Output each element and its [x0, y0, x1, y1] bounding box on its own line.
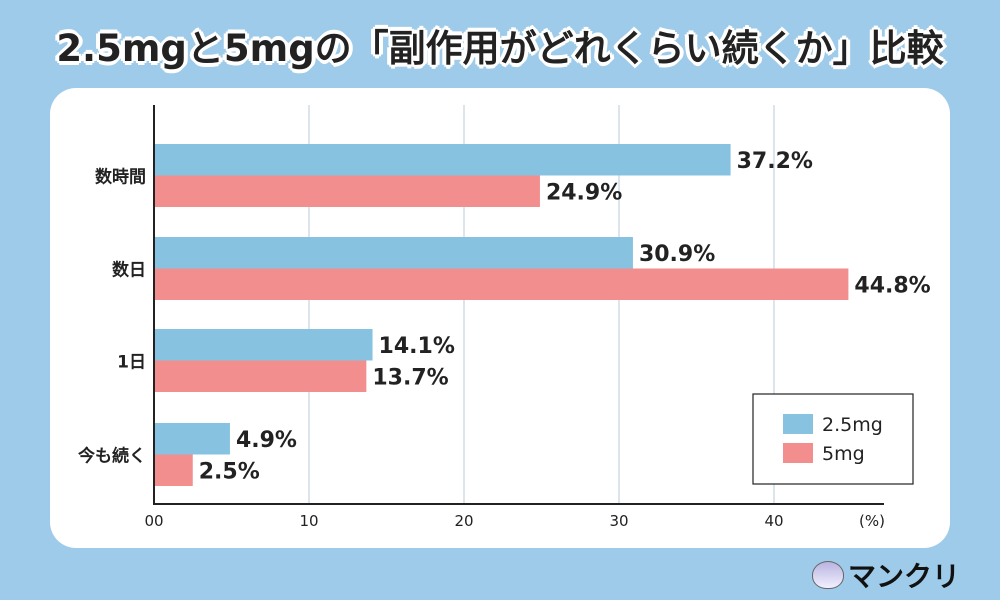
bar-2.5mg — [154, 237, 633, 269]
bar-2.5mg — [154, 144, 731, 176]
x-tick-label: 40 — [764, 512, 783, 530]
legend-label: 2.5mg — [822, 414, 883, 436]
x-tick-label: 00 — [144, 512, 163, 530]
x-unit-label: (%) — [859, 512, 885, 530]
x-tick-label: 20 — [454, 512, 473, 530]
logo: マンクリ — [812, 555, 960, 595]
data-label: 13.7% — [372, 365, 448, 390]
data-label: 30.9% — [639, 242, 715, 267]
bar-5mg — [154, 360, 367, 392]
bar-2.5mg — [154, 329, 373, 361]
legend-box — [752, 393, 914, 485]
legend-swatch — [783, 414, 813, 434]
category-label: 今も続く — [78, 446, 146, 467]
mascot-icon — [812, 561, 844, 589]
chart-title: 2.5mgと5mgの「副作用がどれくらい続くか」比較 — [56, 27, 944, 70]
data-label: 44.8% — [854, 273, 930, 298]
data-label: 14.1% — [379, 334, 455, 359]
bar-5mg — [154, 454, 193, 486]
bar-5mg — [154, 268, 849, 300]
data-label: 4.9% — [236, 428, 297, 453]
data-label: 2.5% — [199, 459, 260, 484]
legend-swatch — [783, 443, 813, 463]
data-label: 24.9% — [546, 180, 622, 205]
logo-text: マンクリ — [848, 560, 961, 593]
category-label: 数日 — [112, 260, 146, 281]
x-tick-label: 30 — [609, 512, 628, 530]
bar-5mg — [154, 175, 540, 207]
x-tick-label: 10 — [299, 512, 318, 530]
data-label: 37.2% — [737, 149, 813, 174]
category-label: 1日 — [117, 353, 146, 373]
bar-2.5mg — [154, 423, 230, 455]
legend-label: 5mg — [822, 443, 865, 465]
category-label: 数時間 — [95, 167, 146, 188]
